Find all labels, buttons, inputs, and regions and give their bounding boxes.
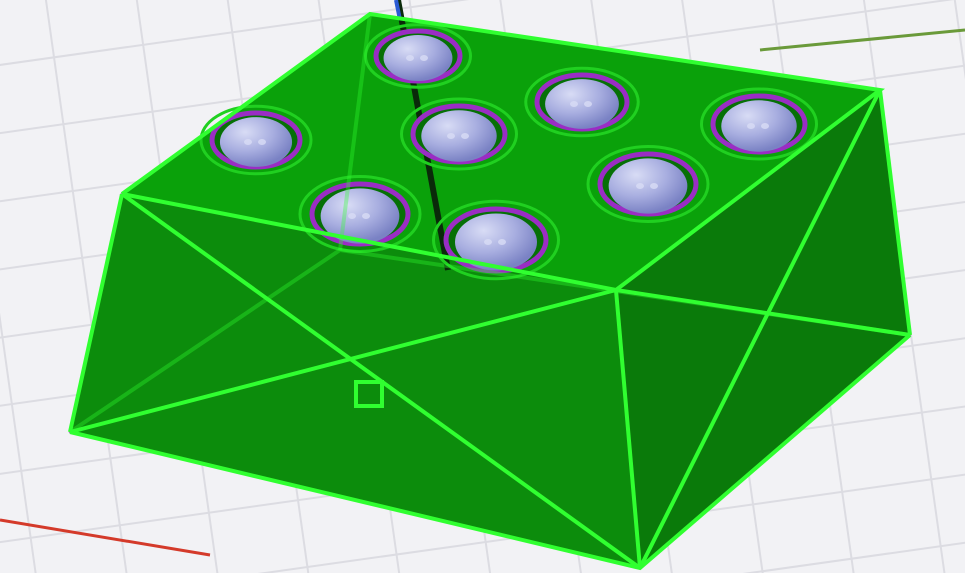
recessed-sphere[interactable] <box>702 89 817 159</box>
recessed-sphere[interactable] <box>588 147 708 222</box>
viewport-canvas[interactable] <box>0 0 965 573</box>
recessed-sphere[interactable] <box>402 99 517 169</box>
recessed-sphere[interactable] <box>526 68 639 136</box>
recessed-sphere[interactable] <box>201 106 311 174</box>
recessed-sphere[interactable] <box>366 25 471 88</box>
cad-3d-viewport[interactable] <box>0 0 965 573</box>
